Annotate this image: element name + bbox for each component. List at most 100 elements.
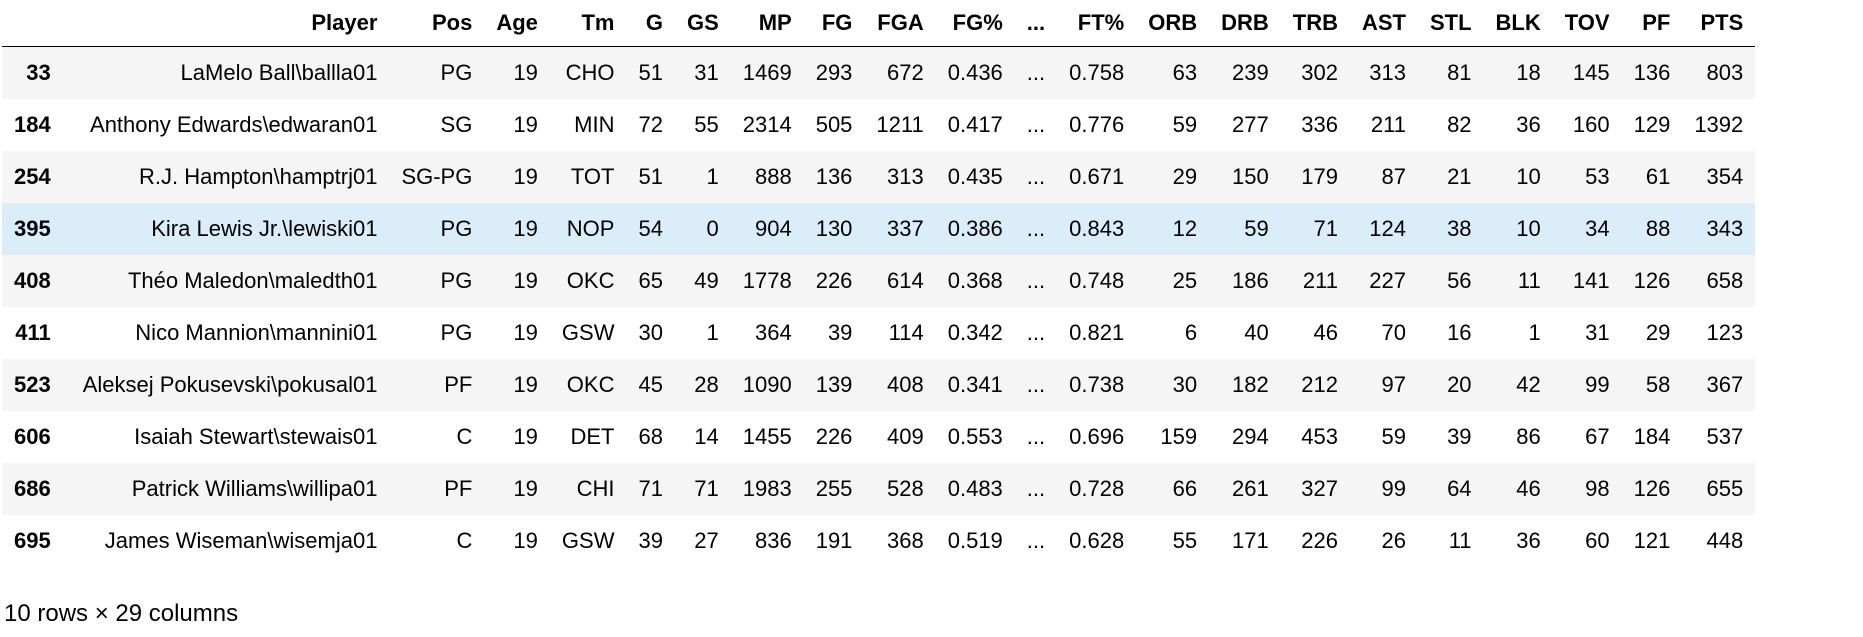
table-cell: 1455 [742, 424, 792, 449]
table-cell: NOP [566, 216, 615, 241]
table-cell: 160 [1572, 112, 1610, 137]
table-cell: 40 [1244, 320, 1269, 345]
table-cell: ... [1026, 476, 1046, 501]
column-header: Pos [389, 0, 485, 47]
table-cell: Théo Maledon\maledth01 [127, 268, 378, 293]
table-cell: 364 [754, 320, 792, 345]
table-cell: 159 [1160, 424, 1198, 449]
table-cell: 29 [1172, 164, 1198, 189]
table-cell: 34 [1585, 216, 1610, 241]
table-cell: 68 [638, 424, 663, 449]
header-row: Player Pos Age Tm G GS MP FG FGA FG%... FT% ORB DRB T… [2, 0, 1756, 47]
table-row: 411 Nico Mannion\mannini01 PG 19 GSW 30 1 364 39… [2, 307, 1756, 359]
row-index: 408 [14, 268, 51, 293]
table-cell: 293 [815, 60, 853, 85]
table-cell: 46 [1313, 320, 1338, 345]
table-cell: 0.758 [1069, 60, 1125, 85]
table-cell: 14 [694, 424, 719, 449]
table-cell: 1 [706, 164, 719, 189]
column-header: TRB [1280, 0, 1350, 47]
table-cell: 126 [1633, 476, 1671, 501]
table-cell: 81 [1447, 60, 1472, 85]
table-cell: 61 [1645, 164, 1671, 189]
table-cell: ... [1026, 216, 1046, 241]
table-cell: 16 [1447, 320, 1472, 345]
table-cell: Anthony Edwards\edwaran01 [90, 112, 378, 137]
table-cell: 226 [815, 268, 853, 293]
table-cell: 294 [1232, 424, 1269, 449]
index-header [2, 0, 71, 47]
table-cell: 0.776 [1069, 112, 1125, 137]
table-cell: OKC [566, 372, 615, 397]
table-cell: 20 [1447, 372, 1472, 397]
column-header: DRB [1209, 0, 1281, 47]
table-cell: 211 [1370, 112, 1406, 137]
table-cell: 261 [1232, 476, 1269, 501]
table-cell: ... [1026, 164, 1046, 189]
table-cell: 0 [706, 216, 719, 241]
table-cell: TOT [570, 164, 615, 189]
table-cell: 19 [513, 424, 538, 449]
table-cell: 658 [1706, 268, 1744, 293]
table-cell: 0.628 [1069, 528, 1125, 553]
table-cell: 19 [513, 268, 538, 293]
table-cell: 136 [815, 164, 853, 189]
table-cell: 672 [887, 60, 924, 85]
table-cell: 10 [1516, 216, 1541, 241]
table-cell: Nico Mannion\mannini01 [135, 320, 378, 345]
table-cell: ... [1026, 268, 1046, 293]
table-cell: 0.436 [947, 60, 1003, 85]
column-header: Tm [549, 0, 627, 47]
table-cell: 55 [694, 112, 719, 137]
table-cell: 655 [1706, 476, 1744, 501]
table-cell: 408 [887, 372, 924, 397]
table-cell: 97 [1381, 372, 1406, 397]
table-cell: 19 [513, 164, 538, 189]
table-cell: Isaiah Stewart\stewais01 [134, 424, 378, 449]
table-cell: 30 [1172, 372, 1198, 397]
row-index: 695 [14, 528, 51, 553]
table-cell: 124 [1369, 216, 1406, 241]
column-header: BLK [1483, 0, 1553, 47]
table-cell: 226 [1301, 528, 1338, 553]
table-cell: PG [440, 268, 473, 293]
table-cell: 255 [815, 476, 853, 501]
table-cell: ... [1026, 60, 1046, 85]
table-cell: ... [1026, 424, 1046, 449]
row-index: 523 [14, 372, 51, 397]
table-cell: 70 [1381, 320, 1406, 345]
table-cell: Kira Lewis Jr.\lewiski01 [151, 216, 378, 241]
table-cell: 0.386 [947, 216, 1003, 241]
table-row: 33 LaMelo Ball\ballla01 PG 19 CHO 51 31 1469 293… [2, 46, 1756, 99]
table-cell: Patrick Williams\willipa01 [131, 476, 378, 501]
table-cell: 0.696 [1069, 424, 1125, 449]
table-cell: ... [1026, 528, 1046, 553]
table-cell: 0.519 [947, 528, 1003, 553]
table-cell: 46 [1516, 476, 1541, 501]
table-cell: 31 [694, 60, 719, 85]
table-row: 686 Patrick Williams\willipa01 PF 19 CHI 71 71… [2, 463, 1756, 515]
table-row: 523 Aleksej Pokusevski\pokusal01 PF 19 OKC 45… [2, 359, 1756, 411]
table-cell: 71 [1313, 216, 1338, 241]
table-cell: 10 [1516, 164, 1541, 189]
table-cell: 409 [887, 424, 924, 449]
table-cell: CHI [576, 476, 615, 501]
table-cell: 0.728 [1069, 476, 1125, 501]
table-cell: 49 [694, 268, 719, 293]
table-cell: 803 [1706, 60, 1744, 85]
table-cell: 11 [1448, 528, 1472, 553]
dataframe-table: Player Pos Age Tm G GS MP FG FGA FG%... FT% ORB DRB T… [2, 0, 1756, 567]
table-cell: 327 [1301, 476, 1338, 501]
column-header: PF [1621, 0, 1683, 47]
table-cell: 226 [815, 424, 853, 449]
table-cell: 58 [1645, 372, 1671, 397]
table-cell: 39 [638, 528, 663, 553]
table-cell: 1392 [1694, 112, 1744, 137]
column-header: FT% [1057, 0, 1137, 47]
table-cell: 19 [513, 320, 538, 345]
table-cell: 313 [1369, 60, 1406, 85]
table-cell: SG-PG [401, 164, 473, 189]
table-cell: 60 [1585, 528, 1610, 553]
table-cell: 42 [1516, 372, 1541, 397]
